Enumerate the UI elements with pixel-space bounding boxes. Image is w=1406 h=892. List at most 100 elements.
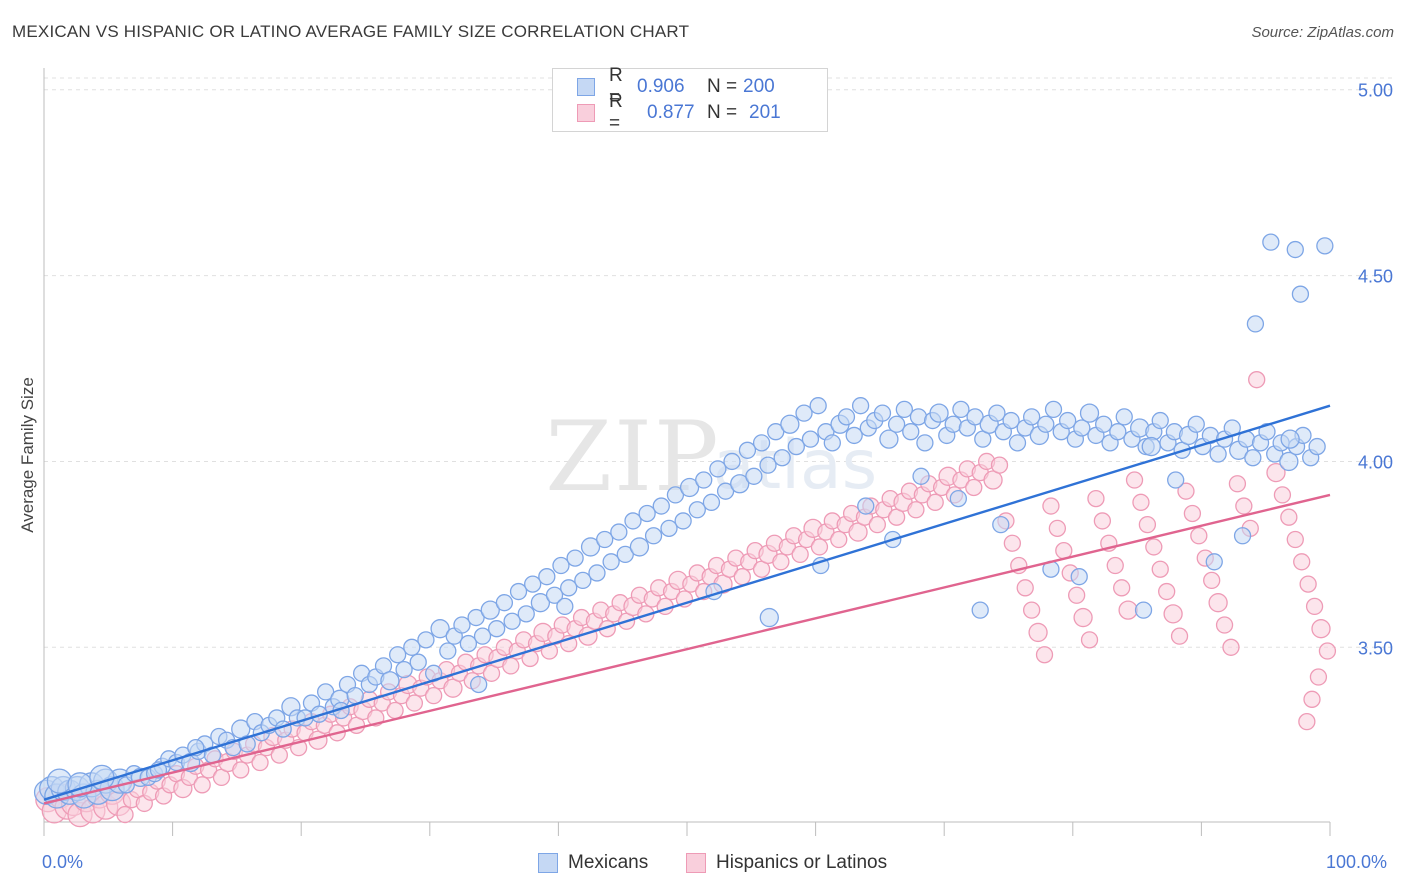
n-label: N =: [707, 76, 738, 97]
point-mexicans: [1279, 451, 1299, 472]
point-hispanics: [251, 753, 269, 772]
point-mexicans: [552, 556, 570, 575]
point-mexicans: [596, 530, 614, 549]
point-mexicans: [773, 449, 791, 467]
point-hispanics: [1177, 482, 1195, 500]
point-mexicans: [470, 675, 488, 694]
point-hispanics: [1286, 530, 1304, 549]
point-mexicans: [538, 568, 556, 586]
point-hispanics: [1118, 600, 1138, 620]
point-mexicans: [1115, 408, 1133, 426]
point-hispanics: [1303, 690, 1321, 708]
point-hispanics: [1309, 668, 1328, 686]
point-hispanics: [1222, 638, 1240, 656]
point-hispanics: [1145, 538, 1163, 556]
point-mexicans: [238, 735, 256, 753]
point-mexicans: [801, 430, 820, 448]
point-hispanics: [868, 515, 886, 534]
point-mexicans: [1258, 423, 1276, 441]
point-mexicans: [566, 549, 584, 567]
source-credit: Source: ZipAtlas.com: [1251, 24, 1394, 41]
n-value: 200: [743, 76, 775, 97]
point-hispanics: [1163, 604, 1183, 624]
point-mexicans: [738, 441, 757, 459]
point-mexicans: [660, 519, 678, 538]
point-hispanics: [425, 686, 443, 705]
point-mexicans: [702, 493, 721, 511]
point-mexicans: [949, 489, 967, 508]
point-mexicans: [745, 467, 763, 485]
point-mexicans: [1095, 415, 1113, 433]
point-mexicans: [453, 616, 471, 634]
point-mexicans: [895, 400, 913, 419]
y-tick-labels: 3.50 4.00 4.50 5.00: [1358, 81, 1393, 659]
point-mexicans: [879, 429, 899, 449]
point-hispanics: [791, 545, 809, 564]
point-mexicans: [495, 594, 514, 612]
point-mexicans: [1044, 400, 1063, 419]
point-mexicans: [388, 646, 407, 664]
point-mexicans: [787, 437, 805, 456]
point-hispanics: [810, 538, 829, 556]
point-mexicans: [346, 686, 364, 705]
point-hispanics: [1183, 504, 1202, 523]
point-mexicans: [780, 414, 800, 434]
point-mexicans: [944, 415, 962, 433]
series-mexicans-points: [33, 233, 1334, 809]
n-label: N =: [707, 102, 738, 123]
point-mexicans: [795, 404, 813, 422]
point-mexicans: [1008, 434, 1027, 452]
point-hispanics: [1048, 519, 1067, 538]
point-mexicans: [674, 512, 692, 530]
point-mexicans: [759, 456, 777, 474]
point-mexicans: [503, 612, 521, 630]
point-mexicans: [602, 553, 620, 571]
point-hispanics: [1080, 631, 1099, 649]
point-mexicans: [1233, 527, 1252, 545]
point-mexicans: [524, 575, 542, 593]
point-hispanics: [1151, 560, 1169, 578]
point-mexicans: [902, 423, 920, 441]
point-mexicans: [1109, 423, 1127, 441]
point-hispanics: [1106, 556, 1124, 575]
point-mexicans: [1002, 411, 1020, 430]
point-hispanics: [1298, 712, 1316, 731]
point-mexicans: [909, 408, 928, 426]
point-mexicans: [809, 397, 827, 415]
legend-item-mexicans[interactable]: Mexicans: [538, 852, 648, 874]
legend-swatch-hispanics: [686, 853, 706, 873]
x-tick-right: 100.0%: [1326, 852, 1388, 872]
legend-label-hispanics: Hispanics or Latinos: [716, 852, 888, 873]
point-mexicans: [560, 579, 578, 597]
point-hispanics: [1228, 475, 1247, 493]
point-mexicans: [1059, 411, 1077, 430]
point-hispanics: [1299, 575, 1317, 593]
point-mexicans: [1280, 429, 1300, 449]
point-hispanics: [443, 678, 463, 698]
legend-label-mexicans: Mexicans: [568, 852, 649, 873]
legend-item-hispanics[interactable]: Hispanics or Latinos: [686, 852, 887, 874]
point-mexicans: [1141, 436, 1161, 457]
point-hispanics: [193, 776, 211, 794]
point-mexicans: [688, 501, 706, 519]
point-hispanics: [386, 701, 404, 720]
point-mexicans: [629, 537, 650, 557]
point-mexicans: [488, 620, 506, 638]
point-mexicans: [1262, 233, 1280, 251]
point-mexicans: [231, 719, 251, 739]
point-mexicans: [473, 627, 492, 645]
point-mexicans: [480, 600, 500, 620]
point-hispanics: [1035, 646, 1054, 664]
y-tick-label: 5.00: [1358, 81, 1393, 101]
point-hispanics: [1235, 497, 1253, 515]
point-mexicans: [652, 497, 670, 515]
point-mexicans: [723, 452, 741, 471]
point-hispanics: [1138, 515, 1157, 534]
point-mexicans: [1022, 408, 1041, 426]
point-mexicans: [1205, 553, 1223, 571]
point-mexicans: [952, 400, 970, 419]
point-mexicans: [873, 404, 892, 422]
point-hispanics: [1042, 497, 1060, 515]
point-mexicans: [395, 660, 413, 679]
